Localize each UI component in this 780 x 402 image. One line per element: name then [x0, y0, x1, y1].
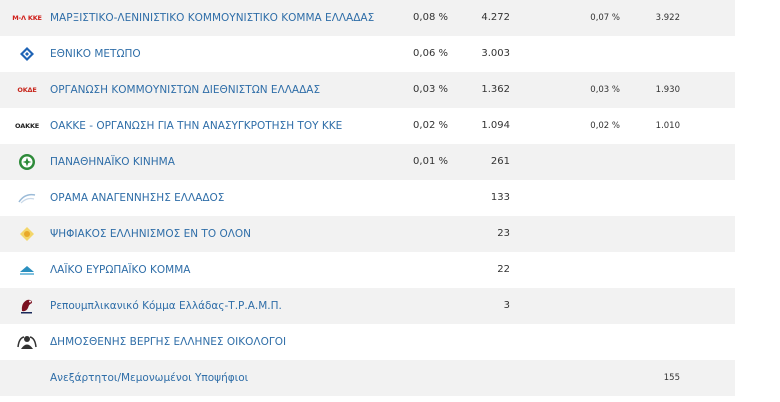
table-row: Μ-Λ ΚΚΕ ΜΑΡΞΙΣΤΙΚΟ-ΛΕΝΙΝΙΣΤΙΚΟ ΚΟΜΜΟΥΝΙΣ… [0, 0, 735, 36]
previous-vote-count: 1.930 [655, 85, 680, 95]
party-name-link[interactable]: ΟΡΓΑΝΩΣΗ ΚΟΜΜΟΥΝΙΣΤΩΝ ΔΙΕΘΝΙΣΤΩΝ ΕΛΛΑΔΑΣ [50, 84, 321, 96]
table-row: ΟΚΔΕ ΟΡΓΑΝΩΣΗ ΚΟΜΜΟΥΝΙΣΤΩΝ ΔΙΕΘΝΙΣΤΩΝ ΕΛ… [0, 72, 735, 108]
table-row: ΨΗΦΙΑΚΟΣ ΕΛΛΗΝΙΣΜΟΣ ΕΝ ΤΟ ΟΛΟΝ 23 [0, 216, 735, 252]
vote-count: 133 [490, 192, 510, 203]
table-row: ΔΗΜΟΣΘΕΝΗΣ ΒΕΡΓΗΣ ΕΛΛΗΝΕΣ ΟΙΚΟΛΟΓΟΙ [0, 324, 735, 360]
vote-count: 22 [497, 264, 510, 275]
vote-count: 261 [490, 156, 510, 167]
previous-vote-count: 155 [663, 373, 680, 383]
orama-logo [14, 189, 40, 207]
laiko-europaiko-logo [14, 261, 40, 279]
okde-logo: ΟΚΔΕ [17, 86, 37, 94]
vote-count: 23 [497, 228, 510, 239]
party-name-link[interactable]: ΨΗΦΙΑΚΟΣ ΕΛΛΗΝΙΣΜΟΣ ΕΝ ΤΟ ΟΛΟΝ [50, 228, 252, 240]
vote-percentage: 0,03 % [413, 84, 448, 95]
table-row: ΟΡΑΜΑ ΑΝΑΓΕΝΝΗΣΗΣ ΕΛΛΑΔΟΣ 133 [0, 180, 735, 216]
party-name-link[interactable]: ΠΑΝΑΘΗΝΑΪΚΟ ΚΙΝΗΜΑ [50, 156, 175, 168]
previous-percentage: 0,03 % [590, 85, 620, 95]
previous-percentage: 0,02 % [590, 121, 620, 131]
previous-percentage: 0,07 % [590, 13, 620, 23]
table-row: ΕΘΝΙΚΟ ΜΕΤΩΠΟ 0,06 % 3.003 [0, 36, 735, 72]
independents-name: Ανεξάρτητοι/Μεμονωμένοι Υποψήφιοι [50, 372, 249, 384]
previous-vote-count: 1.010 [655, 121, 680, 131]
results-table: Μ-Λ ΚΚΕ ΜΑΡΞΙΣΤΙΚΟ-ΛΕΝΙΝΙΣΤΙΚΟ ΚΟΜΜΟΥΝΙΣ… [0, 0, 735, 396]
vote-count: 4.272 [481, 12, 510, 23]
vote-count: 3.003 [481, 48, 510, 59]
table-row: ΠΑΝΑΘΗΝΑΪΚΟ ΚΙΝΗΜΑ 0,01 % 261 [0, 144, 735, 180]
party-name-link[interactable]: ΕΘΝΙΚΟ ΜΕΤΩΠΟ [50, 48, 141, 60]
vote-count: 1.094 [481, 120, 510, 131]
vote-percentage: 0,01 % [413, 156, 448, 167]
party-name-link[interactable]: ΔΗΜΟΣΘΕΝΗΣ ΒΕΡΓΗΣ ΕΛΛΗΝΕΣ ΟΙΚΟΛΟΓΟΙ [50, 336, 287, 348]
party-name-link[interactable]: ΟΡΑΜΑ ΑΝΑΓΕΝΝΗΣΗΣ ΕΛΛΑΔΟΣ [50, 192, 225, 204]
psifiakos-logo [14, 225, 40, 243]
table-row: Ρεπουμπλικανικό Κόμμα Ελλάδας-Τ.Ρ.Α.Μ.Π.… [0, 288, 735, 324]
vote-count: 1.362 [481, 84, 510, 95]
ellines-oikologoi-logo [14, 333, 40, 351]
vote-count: 3 [503, 300, 510, 311]
vote-percentage: 0,08 % [413, 12, 448, 23]
vote-percentage: 0,06 % [413, 48, 448, 59]
party-name-link[interactable]: ΜΑΡΞΙΣΤΙΚΟ-ΛΕΝΙΝΙΣΤΙΚΟ ΚΟΜΜΟΥΝΙΣΤΙΚΟ ΚΟΜ… [50, 12, 375, 24]
ml-kke-logo: Μ-Λ ΚΚΕ [12, 14, 42, 22]
party-name-link[interactable]: ΟΑΚΚΕ - ΟΡΓΑΝΩΣΗ ΓΙΑ ΤΗΝ ΑΝΑΣΥΓΚΡΟΤΗΣΗ Τ… [50, 120, 343, 132]
table-row: ΟΑΚΚΕ ΟΑΚΚΕ - ΟΡΓΑΝΩΣΗ ΓΙΑ ΤΗΝ ΑΝΑΣΥΓΚΡΟ… [0, 108, 735, 144]
table-row: ΛΑΪΚΟ ΕΥΡΩΠΑΪΚΟ ΚΟΜΜΑ 22 [0, 252, 735, 288]
ethniko-metopo-logo [14, 45, 40, 63]
vote-percentage: 0,02 % [413, 120, 448, 131]
trump-party-logo [14, 297, 40, 315]
table-row: Ανεξάρτητοι/Μεμονωμένοι Υποψήφιοι 155 [0, 360, 735, 396]
party-name-link[interactable]: Ρεπουμπλικανικό Κόμμα Ελλάδας-Τ.Ρ.Α.Μ.Π. [50, 300, 282, 312]
panathinaiko-logo [14, 153, 40, 171]
oakke-logo: ΟΑΚΚΕ [14, 122, 40, 130]
previous-vote-count: 3.922 [655, 13, 680, 23]
party-name-link[interactable]: ΛΑΪΚΟ ΕΥΡΩΠΑΪΚΟ ΚΟΜΜΑ [50, 264, 191, 276]
